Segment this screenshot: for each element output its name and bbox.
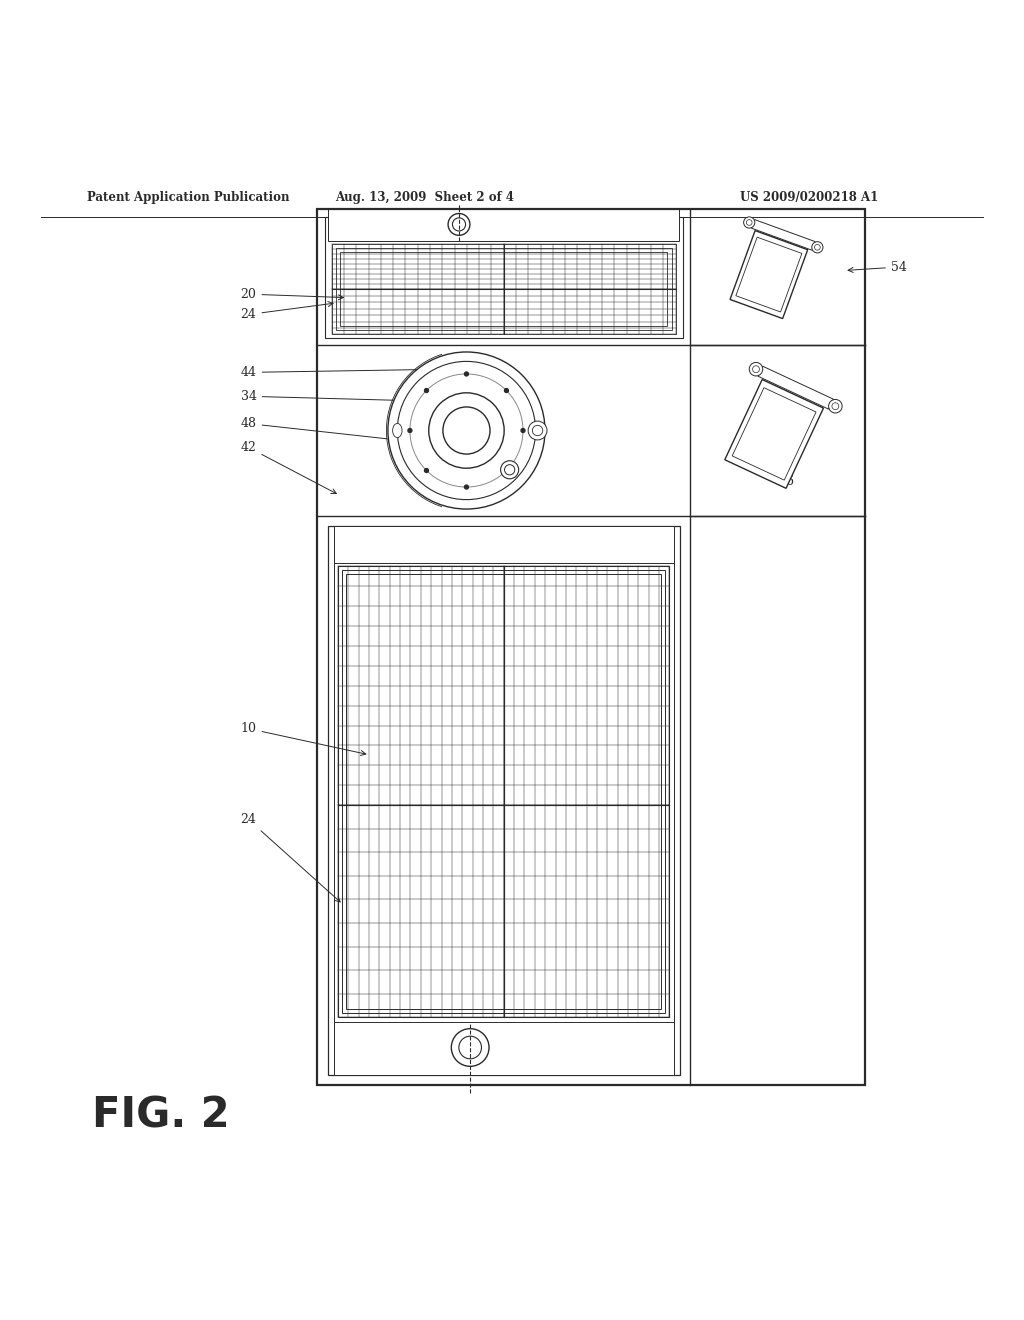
Circle shape: [425, 388, 428, 392]
Text: 32: 32: [490, 467, 506, 480]
Text: FIG. 2: FIG. 2: [92, 1094, 229, 1137]
Circle shape: [505, 388, 508, 392]
Circle shape: [452, 1028, 489, 1067]
Bar: [346, 574, 662, 1008]
Circle shape: [750, 363, 763, 376]
Bar: [342, 570, 666, 1014]
Ellipse shape: [392, 424, 402, 437]
Circle shape: [812, 242, 823, 253]
Circle shape: [743, 216, 755, 228]
Bar: [334, 1023, 674, 1074]
Bar: [340, 252, 668, 326]
Polygon shape: [725, 380, 823, 488]
Text: 44: 44: [241, 366, 439, 379]
Circle shape: [449, 214, 470, 235]
Bar: [338, 566, 670, 1018]
Circle shape: [425, 469, 428, 473]
Text: 24: 24: [241, 301, 333, 321]
Text: Aug. 13, 2009  Sheet 2 of 4: Aug. 13, 2009 Sheet 2 of 4: [336, 190, 514, 203]
Text: 34: 34: [241, 389, 407, 403]
Circle shape: [828, 400, 842, 413]
Circle shape: [465, 484, 468, 488]
Bar: [317, 210, 865, 1085]
Bar: [336, 248, 672, 330]
Text: US 2009/0200218 A1: US 2009/0200218 A1: [739, 190, 879, 203]
Text: 10: 10: [241, 722, 366, 755]
Text: 54: 54: [848, 260, 907, 273]
Circle shape: [408, 429, 412, 433]
Circle shape: [465, 372, 468, 376]
Text: 20: 20: [241, 288, 343, 301]
Bar: [338, 566, 670, 1018]
Text: 46: 46: [778, 475, 795, 488]
Text: 42: 42: [241, 441, 336, 494]
Bar: [328, 527, 680, 1074]
Bar: [334, 532, 674, 1069]
Circle shape: [505, 469, 508, 473]
Text: Patent Application Publication: Patent Application Publication: [87, 190, 290, 203]
Bar: [332, 244, 676, 334]
Text: 48: 48: [241, 417, 393, 441]
Circle shape: [528, 421, 547, 440]
Bar: [328, 210, 679, 240]
Bar: [325, 216, 683, 338]
Bar: [334, 527, 674, 564]
Polygon shape: [752, 219, 815, 251]
Circle shape: [501, 461, 519, 479]
Circle shape: [521, 429, 525, 433]
Text: 24: 24: [241, 813, 340, 902]
Circle shape: [388, 352, 545, 510]
Polygon shape: [730, 231, 808, 318]
Polygon shape: [758, 366, 834, 409]
